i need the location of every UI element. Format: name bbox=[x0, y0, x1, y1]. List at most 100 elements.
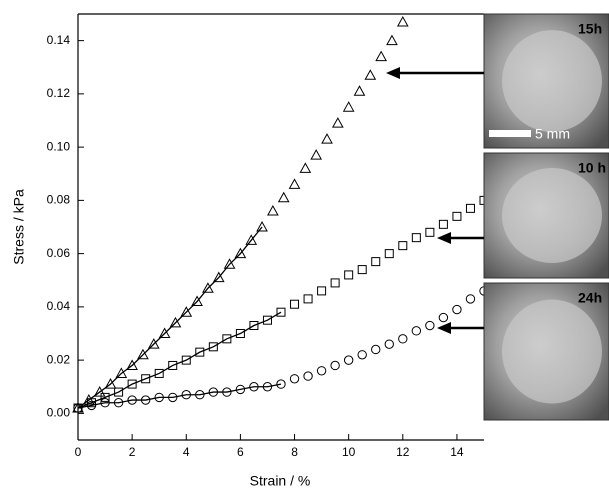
marker bbox=[303, 294, 313, 304]
marker bbox=[375, 50, 387, 62]
marker bbox=[86, 400, 97, 411]
marker bbox=[137, 348, 149, 360]
x-tick-label: 2 bbox=[129, 445, 136, 459]
marker bbox=[256, 220, 268, 232]
marker bbox=[411, 233, 421, 243]
x-tick-label: 6 bbox=[237, 445, 244, 459]
marker bbox=[290, 299, 300, 309]
marker bbox=[342, 101, 355, 112]
marker bbox=[438, 219, 448, 229]
photo-sample bbox=[502, 299, 602, 404]
marker bbox=[398, 241, 408, 251]
marker bbox=[371, 344, 381, 355]
marker bbox=[202, 282, 214, 293]
marker bbox=[398, 334, 408, 344]
marker bbox=[222, 334, 232, 344]
x-tick-label: 10 bbox=[342, 445, 356, 459]
marker bbox=[276, 379, 286, 389]
marker bbox=[115, 367, 128, 378]
y-tick-label: 0.06 bbox=[47, 246, 71, 260]
scale-bar-label: 5 mm bbox=[535, 126, 570, 142]
marker bbox=[411, 326, 422, 336]
marker bbox=[191, 295, 203, 307]
marker bbox=[343, 355, 354, 365]
marker bbox=[344, 270, 354, 280]
arrow-head bbox=[437, 232, 451, 244]
marker bbox=[452, 211, 462, 221]
marker bbox=[353, 85, 366, 96]
marker bbox=[93, 386, 106, 397]
marker bbox=[87, 398, 97, 408]
y-axis-label: Stress / kPa bbox=[11, 189, 27, 265]
marker bbox=[357, 265, 367, 275]
x-axis-label: Strain / % bbox=[250, 473, 311, 489]
marker bbox=[321, 133, 333, 144]
scale-bar bbox=[489, 130, 531, 137]
marker bbox=[147, 338, 160, 349]
marker bbox=[317, 286, 327, 296]
marker bbox=[223, 258, 236, 269]
marker bbox=[212, 271, 225, 283]
marker bbox=[357, 350, 367, 360]
marker bbox=[465, 203, 475, 213]
inset-label: 24h bbox=[578, 290, 602, 306]
marker bbox=[235, 329, 245, 338]
y-tick-label: 0.04 bbox=[47, 299, 71, 313]
marker bbox=[288, 178, 301, 189]
photo-sample bbox=[502, 30, 602, 132]
arrow-head bbox=[437, 322, 451, 334]
x-tick-label: 14 bbox=[450, 445, 464, 459]
marker bbox=[384, 249, 394, 259]
fit-line bbox=[77, 383, 282, 409]
photo-sample bbox=[502, 168, 602, 263]
marker bbox=[154, 368, 164, 378]
marker bbox=[465, 294, 476, 304]
marker bbox=[384, 339, 394, 349]
inset-label: 15h bbox=[578, 21, 602, 37]
marker bbox=[438, 312, 449, 323]
marker bbox=[299, 162, 312, 173]
marker bbox=[289, 374, 300, 384]
marker bbox=[158, 327, 171, 338]
marker bbox=[267, 204, 279, 216]
marker bbox=[249, 321, 259, 331]
marker bbox=[245, 234, 258, 245]
marker bbox=[180, 306, 193, 317]
marker bbox=[303, 371, 313, 381]
marker bbox=[141, 374, 151, 384]
plot-area: 0 2 4 6 8 10 12 14 0.00 0.02 0.04 0.06 0.08 0.10 0.12 0… bbox=[47, 13, 489, 459]
x-tick-label: 8 bbox=[291, 445, 298, 459]
marker bbox=[181, 355, 191, 365]
marker bbox=[168, 360, 178, 370]
marker bbox=[195, 347, 205, 357]
y-tick-label: 0.14 bbox=[47, 33, 71, 47]
marker bbox=[169, 316, 182, 328]
x-tick-label: 0 bbox=[75, 445, 82, 459]
insets: 15h 10 h 24h 5 mm bbox=[386, 13, 609, 421]
marker bbox=[100, 392, 110, 402]
fit-line bbox=[77, 311, 282, 409]
x-tick-label: 12 bbox=[396, 445, 410, 459]
y-tick-label: 0.10 bbox=[47, 139, 71, 153]
marker bbox=[104, 378, 117, 389]
marker bbox=[276, 307, 286, 317]
marker bbox=[364, 69, 377, 80]
marker bbox=[331, 117, 344, 128]
marker bbox=[208, 342, 218, 352]
y-tick-label: 0.08 bbox=[47, 193, 71, 207]
arrow-head bbox=[386, 67, 400, 79]
marker bbox=[316, 366, 327, 376]
marker bbox=[330, 278, 340, 288]
y-tick-label: 0.00 bbox=[47, 406, 71, 420]
marker bbox=[330, 360, 340, 371]
marker bbox=[126, 359, 138, 370]
marker bbox=[396, 15, 409, 27]
marker bbox=[452, 304, 462, 315]
marker bbox=[235, 384, 246, 395]
marker bbox=[262, 315, 272, 325]
marker bbox=[277, 191, 290, 203]
marker bbox=[73, 403, 83, 413]
fit-line bbox=[77, 226, 263, 409]
x-tick-label: 4 bbox=[183, 445, 190, 459]
